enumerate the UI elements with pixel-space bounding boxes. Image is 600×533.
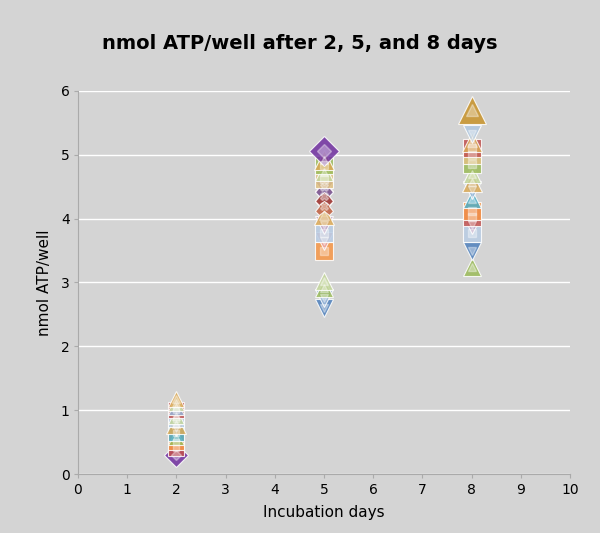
Text: nmol ATP/well after 2, 5, and 8 days: nmol ATP/well after 2, 5, and 8 days: [102, 34, 498, 53]
X-axis label: Incubation days: Incubation days: [263, 505, 385, 520]
Y-axis label: nmol ATP/well: nmol ATP/well: [37, 229, 52, 336]
